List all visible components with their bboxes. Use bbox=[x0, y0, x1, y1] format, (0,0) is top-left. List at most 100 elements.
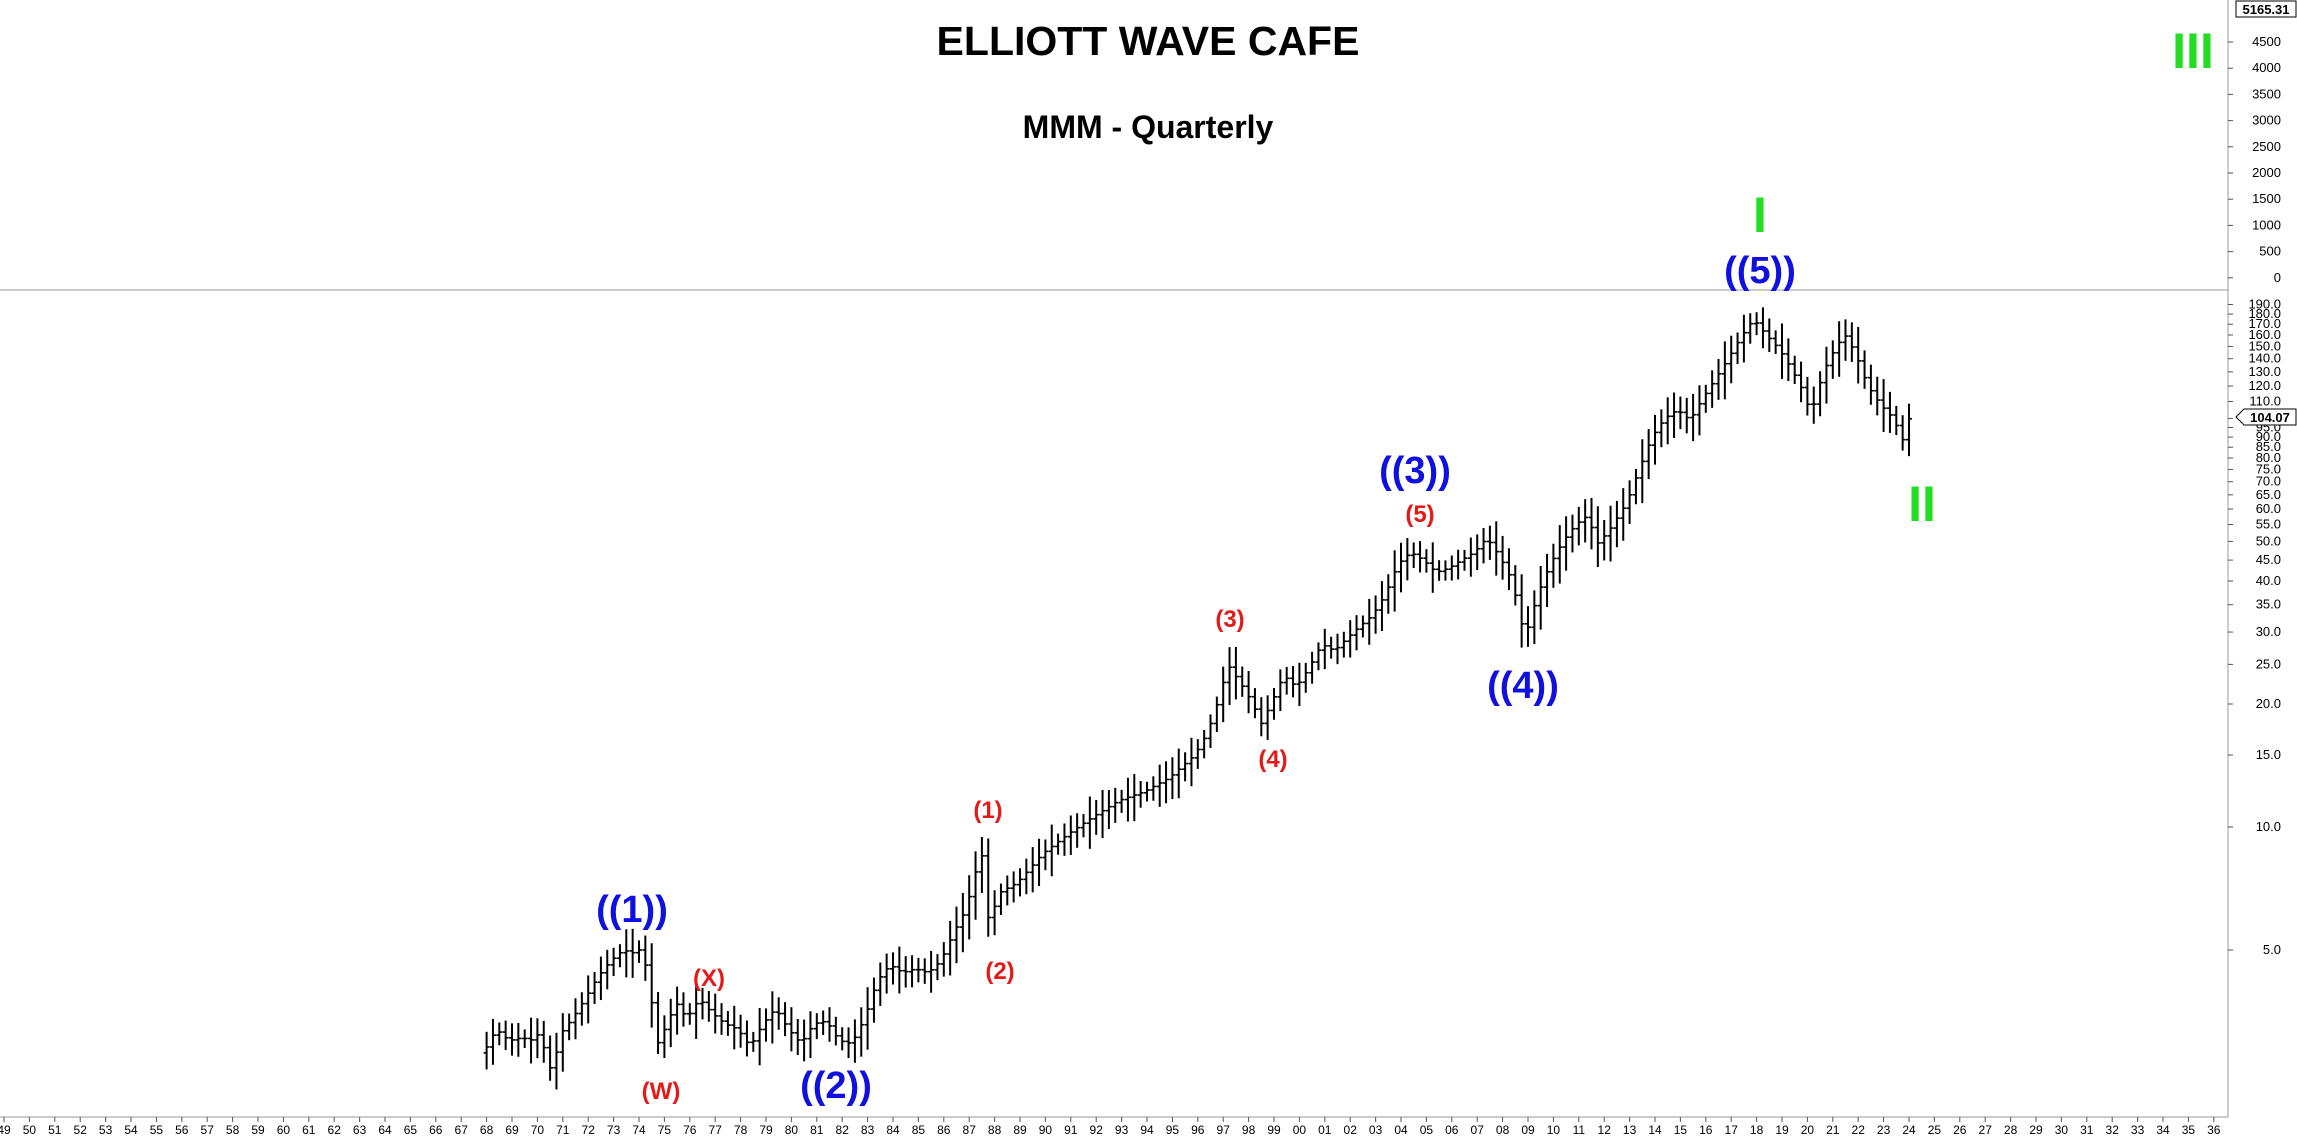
price-bar bbox=[1004, 875, 1011, 906]
price-bar bbox=[959, 892, 966, 953]
price-bar bbox=[1823, 346, 1830, 404]
price-bar bbox=[1906, 403, 1912, 457]
price-tick-label: 55.0 bbox=[2256, 516, 2281, 531]
price-bar bbox=[1258, 697, 1265, 737]
price-tick-label: 5.0 bbox=[2263, 942, 2281, 957]
price-bar bbox=[1804, 376, 1811, 416]
x-tick-label: 91 bbox=[1064, 1123, 1078, 1137]
price-tick-label: 160.0 bbox=[2248, 327, 2281, 342]
price-bar bbox=[1817, 371, 1824, 417]
x-tick-label: 62 bbox=[328, 1123, 342, 1137]
price-bar bbox=[1277, 669, 1284, 712]
price-bar bbox=[559, 1013, 566, 1072]
price-bar bbox=[1785, 338, 1792, 382]
price-bar bbox=[832, 1016, 839, 1046]
x-tick-label: 25 bbox=[1928, 1123, 1942, 1137]
price-bar bbox=[985, 838, 992, 937]
price-bars bbox=[483, 307, 1912, 1090]
price-bar bbox=[521, 1029, 528, 1048]
price-bar bbox=[686, 1003, 693, 1025]
x-tick-label: 32 bbox=[2106, 1123, 2120, 1137]
price-bar bbox=[864, 987, 871, 1050]
price-bar bbox=[1023, 858, 1030, 895]
price-bar bbox=[1645, 429, 1652, 480]
price-bar bbox=[1334, 633, 1341, 665]
price-bar bbox=[1042, 839, 1049, 871]
price-bar bbox=[1353, 615, 1360, 651]
wave-label-5: ((5)) bbox=[1724, 250, 1796, 292]
price-axis: 5.0 10.0 15.0 20.0 25.0 30.0 35.0 40.0 45.0 50.0 5… bbox=[2228, 297, 2281, 957]
x-tick-label: 08 bbox=[1496, 1123, 1510, 1137]
x-tick-label: 52 bbox=[74, 1123, 88, 1137]
price-bar bbox=[972, 851, 979, 920]
price-bar bbox=[489, 1018, 496, 1065]
x-tick-label: 80 bbox=[785, 1123, 799, 1137]
x-tick-label: 12 bbox=[1598, 1123, 1612, 1137]
wave-label-x: (X) bbox=[693, 965, 725, 992]
price-bar bbox=[845, 1027, 852, 1059]
price-bar bbox=[1423, 549, 1430, 573]
x-tick-label: 51 bbox=[48, 1123, 62, 1137]
price-bar bbox=[1378, 581, 1385, 632]
price-bar bbox=[1156, 764, 1163, 807]
price-bar bbox=[807, 1011, 814, 1059]
price-tick-label: 25.0 bbox=[2256, 656, 2281, 671]
price-bar bbox=[1747, 313, 1754, 344]
x-tick-label: 31 bbox=[2080, 1123, 2094, 1137]
price-bar bbox=[610, 947, 617, 977]
price-bar bbox=[801, 1019, 808, 1062]
price-bar bbox=[566, 1013, 573, 1041]
price-bar bbox=[1194, 739, 1201, 769]
price-bar bbox=[1290, 666, 1297, 698]
price-bar bbox=[1518, 574, 1525, 648]
price-bar bbox=[1175, 748, 1182, 799]
price-bar bbox=[1836, 321, 1843, 377]
price-bar bbox=[1283, 667, 1290, 695]
volume-tick-label: 1000 bbox=[2252, 217, 2281, 232]
x-tick-label: 74 bbox=[632, 1123, 646, 1137]
price-bar bbox=[724, 1010, 731, 1036]
x-tick-label: 23 bbox=[1877, 1123, 1891, 1137]
price-bar bbox=[1715, 358, 1722, 400]
price-bar bbox=[1048, 824, 1055, 877]
wave-label-sub3: (3) bbox=[1215, 606, 1244, 633]
volume-tick-label: 2000 bbox=[2252, 165, 2281, 180]
price-bar bbox=[743, 1020, 750, 1057]
price-tick-label: 50.0 bbox=[2256, 533, 2281, 548]
x-tick-label: 56 bbox=[175, 1123, 189, 1137]
price-bar bbox=[756, 1008, 763, 1066]
price-bar bbox=[1220, 666, 1227, 723]
price-bar bbox=[1505, 548, 1512, 591]
x-tick-label: 14 bbox=[1648, 1123, 1662, 1137]
x-tick-label: 02 bbox=[1344, 1123, 1358, 1137]
x-tick-label: 59 bbox=[251, 1123, 265, 1137]
x-tick-label: 28 bbox=[2004, 1123, 2018, 1137]
price-bar bbox=[540, 1020, 547, 1063]
price-bar bbox=[1061, 823, 1068, 856]
price-bar bbox=[813, 1013, 820, 1040]
price-bar bbox=[1442, 560, 1449, 581]
volume-tick-label: 0 bbox=[2274, 270, 2281, 285]
x-tick-label: 58 bbox=[226, 1123, 240, 1137]
price-bar bbox=[572, 998, 579, 1040]
price-bar bbox=[750, 1031, 757, 1052]
x-tick-label: 98 bbox=[1242, 1123, 1256, 1137]
price-bar bbox=[591, 972, 598, 1005]
price-bar bbox=[1613, 500, 1620, 548]
price-tick-label: 150.0 bbox=[2248, 338, 2281, 353]
wave-label-3: ((3)) bbox=[1379, 450, 1451, 492]
last-price-tag: 104.07 bbox=[2235, 408, 2297, 426]
x-axis: 49 50 51 52 53 54 55 56 57 58 59 60 61 62 63 64 65 66 67 68… bbox=[0, 1117, 2221, 1137]
price-bar bbox=[947, 920, 954, 976]
price-bar bbox=[1309, 651, 1316, 684]
price-bar bbox=[1525, 606, 1531, 647]
price-bar bbox=[934, 954, 941, 981]
x-tick-label: 18 bbox=[1750, 1123, 1764, 1137]
volume-tick-label: 4000 bbox=[2252, 60, 2281, 75]
x-tick-label: 55 bbox=[150, 1123, 164, 1137]
price-bar bbox=[978, 836, 985, 894]
price-bar bbox=[1474, 534, 1481, 570]
price-bar bbox=[1569, 514, 1576, 553]
price-tick-label: 140.0 bbox=[2248, 351, 2281, 366]
price-bar bbox=[890, 952, 896, 985]
